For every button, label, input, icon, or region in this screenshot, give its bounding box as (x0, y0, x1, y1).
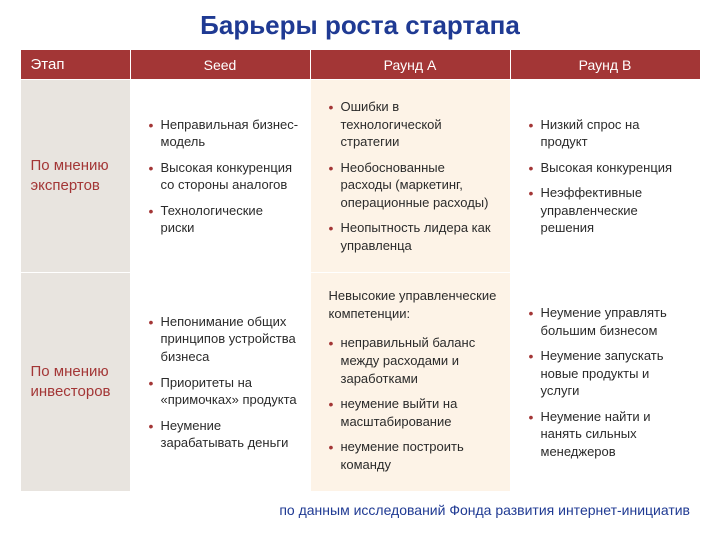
cell-experts-round-b: Низкий спрос на продукт Высокая конкурен… (510, 80, 700, 273)
list-item: Неумение управлять большим бизнесом (529, 304, 690, 339)
row-experts-label: По мнению экспертов (20, 80, 130, 273)
list-item: Высокая конкуренция (529, 159, 690, 177)
cell-experts-round-a: Ошибки в технологической стратегии Необо… (310, 80, 510, 273)
col-round-a: Раунд А (310, 50, 510, 80)
col-round-b: Раунд В (510, 50, 700, 80)
col-seed: Seed (130, 50, 310, 80)
cell-investors-round-b: Неумение управлять большим бизнесом Неум… (510, 273, 700, 492)
list-item: Низкий спрос на продукт (529, 116, 690, 151)
list-item: Неопытность лидера как управленца (329, 219, 500, 254)
list-item: Неумение найти и нанять сильных менеджер… (529, 408, 690, 461)
list-item: Необоснованные расходы (маркетинг, опера… (329, 159, 500, 212)
row-investors: По мнению инвесторов Непонимание общих п… (20, 273, 700, 492)
list-item: Приоритеты на «примочках» продукта (149, 374, 300, 409)
list-item: Ошибки в технологической стратегии (329, 98, 500, 151)
list-item: Неумение зарабатывать деньги (149, 417, 300, 452)
row-experts: По мнению экспертов Неправильная бизнес-… (20, 80, 700, 273)
list-item: Неэффективные управленческие решения (529, 184, 690, 237)
list-item: Непонимание общих принципов устройства б… (149, 313, 300, 366)
list-item: неумение построить команду (329, 438, 500, 473)
list-item: Технологические риски (149, 202, 300, 237)
col-stage: Этап (20, 50, 130, 80)
barriers-table: Этап Seed Раунд А Раунд В По мнению эксп… (20, 49, 701, 492)
row-investors-label: По мнению инвесторов (20, 273, 130, 492)
page-title: Барьеры роста стартапа (0, 0, 720, 49)
list-item: неправильный баланс между расходами и за… (329, 334, 500, 387)
list-item: Неправильная бизнес-модель (149, 116, 300, 151)
footer-source: по данным исследований Фонда развития ин… (0, 492, 720, 518)
list-item: Высокая конкуренция со стороны аналогов (149, 159, 300, 194)
cell-experts-seed: Неправильная бизнес-модель Высокая конку… (130, 80, 310, 273)
table-header-row: Этап Seed Раунд А Раунд В (20, 50, 700, 80)
lead-text: Невысокие управленческие компетенции: (315, 283, 500, 326)
cell-investors-round-a: Невысокие управленческие компетенции: не… (310, 273, 510, 492)
cell-investors-seed: Непонимание общих принципов устройства б… (130, 273, 310, 492)
list-item: неумение выйти на масштабирование (329, 395, 500, 430)
list-item: Неумение запускать новые продукты и услу… (529, 347, 690, 400)
